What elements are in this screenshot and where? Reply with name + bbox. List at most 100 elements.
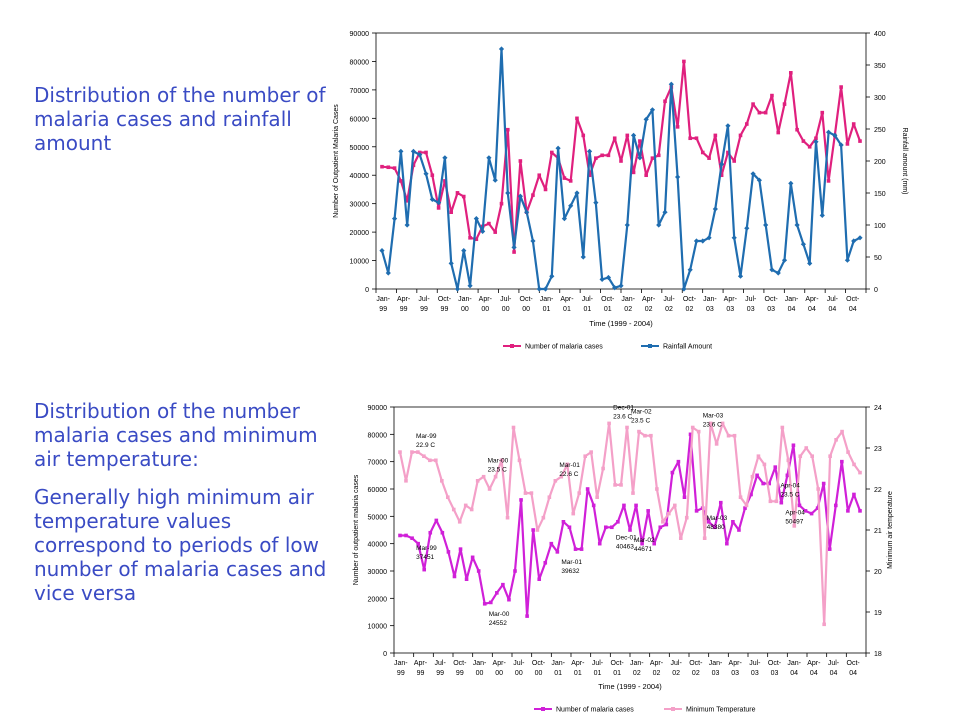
data-point bbox=[755, 473, 759, 478]
annotation-label: Mar-99 bbox=[416, 433, 437, 440]
data-point bbox=[858, 509, 862, 513]
annotation-label: 39632 bbox=[561, 568, 579, 575]
data-point bbox=[763, 110, 768, 115]
data-point bbox=[846, 450, 850, 454]
data-point bbox=[562, 176, 567, 180]
y2-tick-label: 20 bbox=[874, 569, 882, 576]
data-point bbox=[807, 144, 812, 149]
data-point bbox=[416, 541, 420, 546]
data-point bbox=[682, 59, 686, 64]
data-point bbox=[634, 503, 638, 508]
data-point bbox=[625, 425, 629, 430]
annotation-label: Mar-01 bbox=[561, 559, 582, 566]
series-line-2 bbox=[398, 422, 861, 626]
y2-tick-label: 21 bbox=[874, 528, 882, 535]
data-point bbox=[662, 209, 668, 215]
x-tick-year: 01 bbox=[563, 306, 571, 313]
x-tick-label: Jul- bbox=[582, 296, 594, 303]
annotation-label: 22.9 C bbox=[416, 442, 435, 449]
data-point bbox=[816, 487, 820, 491]
x-tick-year: 03 bbox=[706, 306, 714, 313]
data-point bbox=[537, 577, 542, 581]
data-point bbox=[789, 71, 793, 75]
annotation-label: 37451 bbox=[416, 554, 434, 561]
x-axis-title: Time (1999 - 2004) bbox=[598, 682, 662, 691]
y2-tick-label: 19 bbox=[874, 610, 882, 617]
data-point bbox=[574, 190, 580, 196]
x-tick-year: 01 bbox=[554, 670, 562, 677]
data-point bbox=[555, 550, 560, 554]
data-point bbox=[493, 230, 498, 234]
x-tick-label: Jan- bbox=[458, 296, 472, 303]
data-point bbox=[470, 555, 475, 560]
data-point bbox=[720, 421, 725, 426]
data-point bbox=[594, 156, 598, 160]
data-point bbox=[561, 216, 567, 222]
data-point bbox=[511, 425, 516, 430]
data-point bbox=[851, 122, 856, 126]
data-point bbox=[719, 173, 724, 178]
annotation-label: Mar-01 bbox=[559, 462, 580, 469]
x-tick-year: 00 bbox=[476, 670, 484, 677]
data-point bbox=[525, 614, 529, 618]
annotation-label: Dec-01 bbox=[616, 534, 637, 541]
data-point bbox=[731, 520, 735, 524]
data-point bbox=[461, 248, 467, 254]
y-tick-label: 80000 bbox=[350, 59, 370, 66]
x-tick-year: 99 bbox=[417, 670, 425, 677]
data-point bbox=[482, 602, 487, 606]
data-point bbox=[586, 148, 593, 154]
y-tick-label: 10000 bbox=[368, 624, 388, 631]
data-point bbox=[826, 179, 831, 183]
data-point bbox=[597, 541, 602, 546]
data-point bbox=[463, 503, 468, 508]
data-point bbox=[809, 511, 814, 516]
annotation-label: 50497 bbox=[785, 519, 803, 526]
data-point bbox=[646, 509, 650, 513]
data-point bbox=[424, 150, 428, 155]
x-tick-label: Oct- bbox=[438, 296, 452, 303]
data-point bbox=[744, 503, 749, 508]
data-point bbox=[768, 499, 773, 504]
data-point bbox=[804, 446, 809, 450]
data-point bbox=[468, 236, 472, 240]
data-point bbox=[411, 163, 416, 168]
x-tick-year: 04 bbox=[790, 670, 798, 677]
y2-tick-label: 100 bbox=[874, 223, 886, 230]
y-tick-label: 60000 bbox=[350, 116, 370, 123]
y2-tick-label: 200 bbox=[874, 159, 886, 166]
x-tick-label: Apr- bbox=[493, 660, 507, 667]
data-point bbox=[832, 132, 838, 138]
data-point bbox=[718, 500, 723, 505]
data-point bbox=[610, 525, 614, 530]
data-point bbox=[840, 459, 844, 464]
data-point bbox=[595, 495, 599, 499]
x-tick-year: 00 bbox=[461, 306, 469, 313]
x-tick-year: 03 bbox=[771, 670, 779, 677]
data-point bbox=[656, 153, 661, 158]
data-point bbox=[625, 133, 630, 138]
legend-marker bbox=[648, 344, 652, 348]
data-point bbox=[834, 438, 838, 442]
data-point bbox=[498, 46, 505, 52]
data-point bbox=[476, 569, 481, 573]
legend-label: Number of malaria cases bbox=[556, 707, 634, 714]
x-tick-year: 01 bbox=[583, 306, 591, 313]
data-point bbox=[767, 481, 772, 486]
data-point bbox=[550, 150, 554, 155]
data-point bbox=[499, 201, 504, 206]
data-point bbox=[398, 450, 402, 454]
x-tick-year: 02 bbox=[672, 670, 680, 677]
data-point bbox=[706, 520, 711, 524]
x-tick-year: 00 bbox=[481, 306, 489, 313]
data-point bbox=[833, 503, 838, 508]
data-point bbox=[838, 142, 844, 148]
x-tick-label: Oct- bbox=[683, 296, 697, 303]
data-point bbox=[840, 429, 844, 434]
data-point bbox=[852, 492, 856, 497]
data-point bbox=[505, 190, 511, 196]
x-tick-year: 99 bbox=[441, 306, 449, 313]
x-tick-label: Jan- bbox=[709, 660, 723, 667]
data-point bbox=[675, 174, 681, 180]
x-tick-label: Jul- bbox=[513, 660, 525, 667]
